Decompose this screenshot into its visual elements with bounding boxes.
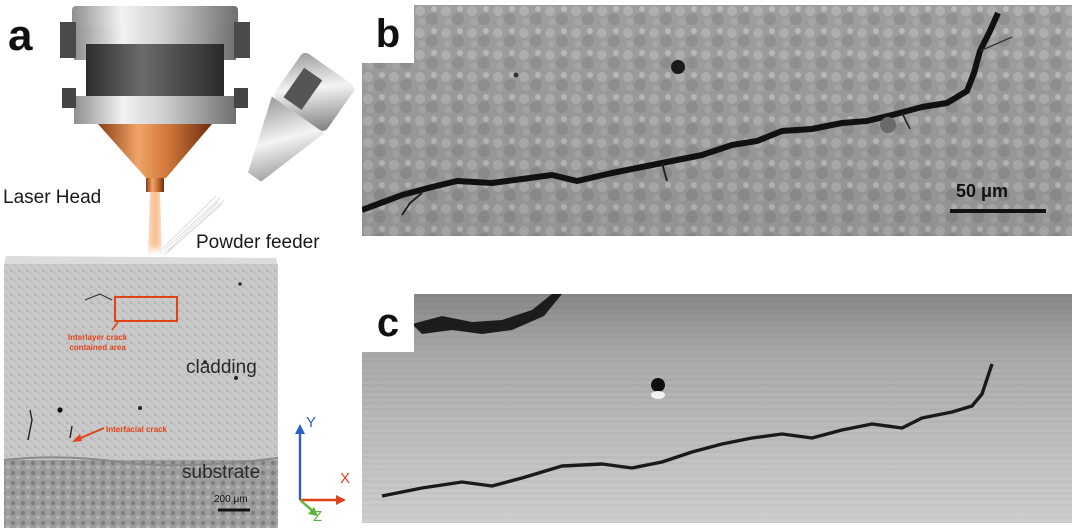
- interlayer-crack-label-line2: contained area: [69, 343, 126, 352]
- interlayer-crack-label-line1: Interlayer crack: [68, 333, 128, 342]
- panel-b-scale-label: 50 μm: [956, 181, 1009, 201]
- powder-feeder-label: Powder feeder: [196, 232, 320, 253]
- interlayer-crack-label: Interlayer crack contained area: [68, 333, 127, 353]
- panel-a-scale-label: 200 μm: [214, 494, 248, 505]
- coordinate-axes: [295, 424, 346, 516]
- substrate-label: substrate: [182, 462, 261, 483]
- cladding-label: cladding: [186, 357, 257, 378]
- laser-head-label: Laser Head: [3, 187, 102, 208]
- axis-z-label: Z: [313, 508, 323, 525]
- panel-c-micrograph: [362, 294, 1072, 523]
- panel-c-letter: c: [362, 294, 414, 352]
- laser-head-illustration: [60, 6, 355, 280]
- axis-x-label: X: [340, 470, 351, 487]
- interfacial-crack-label: Interfacial crack: [106, 425, 167, 434]
- panel-a-letter: a: [8, 11, 33, 60]
- panel-b-letter: b: [362, 5, 414, 63]
- cladding-substrate-block: [3, 256, 279, 528]
- panel-b-micrograph: [362, 5, 1072, 236]
- axis-y-label: Y: [306, 414, 317, 431]
